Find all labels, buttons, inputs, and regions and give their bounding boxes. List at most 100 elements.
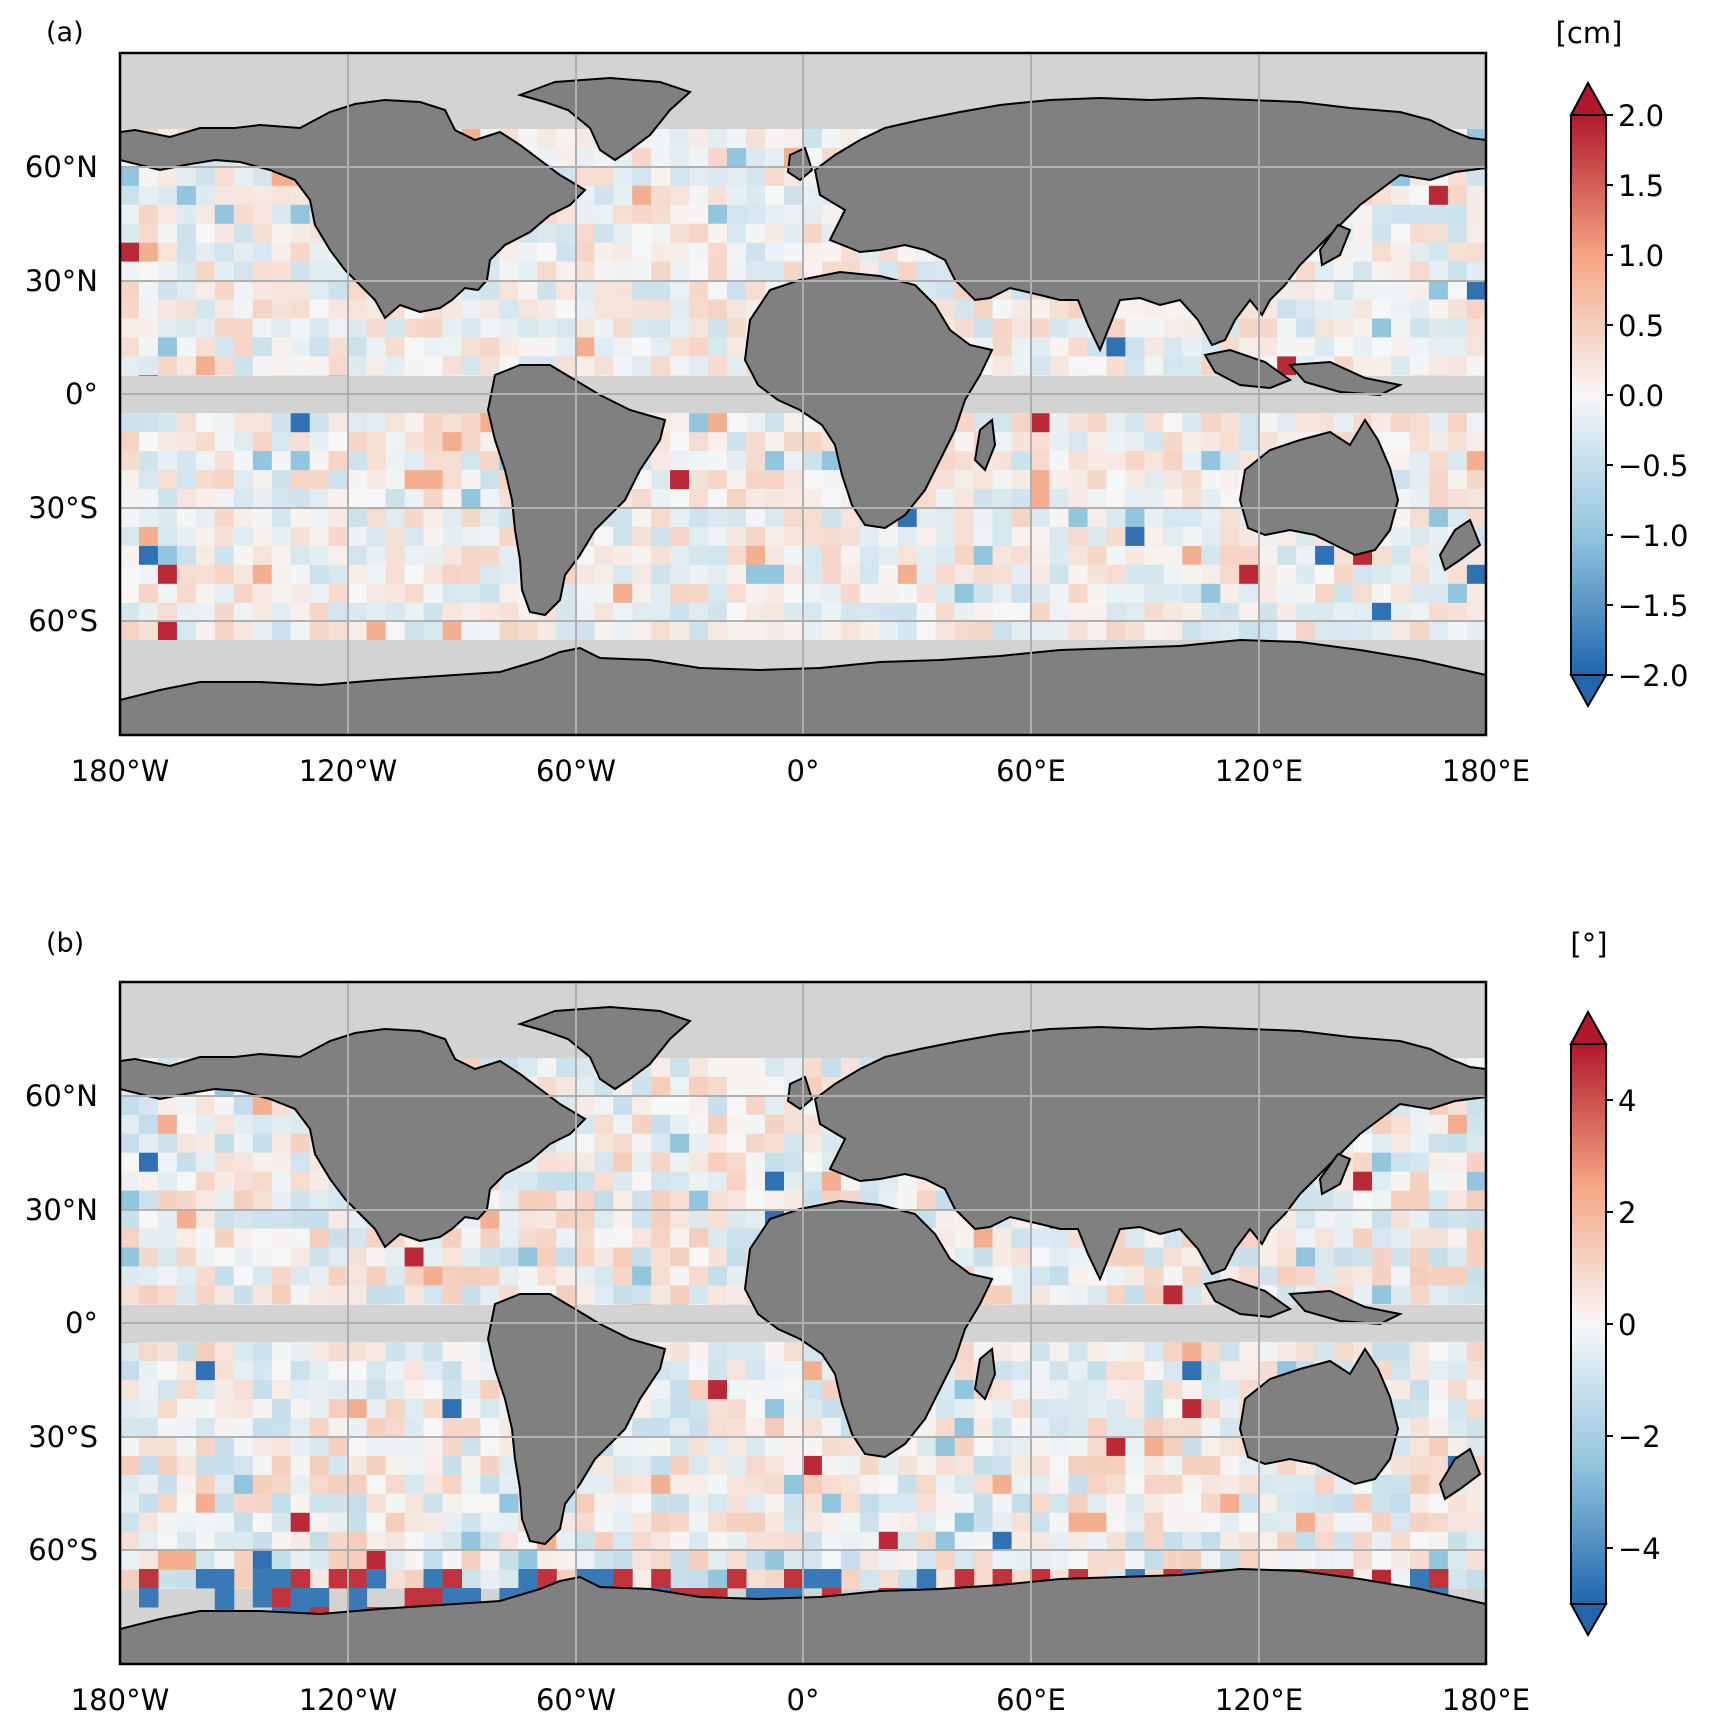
heatmap-cell (214, 489, 235, 509)
heatmap-cell (233, 261, 254, 281)
heatmap-cell (632, 564, 652, 585)
heatmap-cell (537, 261, 557, 281)
x-tick: 180°E (1442, 1683, 1530, 1717)
heatmap-cell (1011, 1493, 1032, 1514)
heatmap-cell (480, 1247, 500, 1267)
heatmap-cell (1447, 185, 1468, 206)
heatmap-cell (157, 1247, 178, 1267)
heatmap-cell (878, 1455, 899, 1476)
heatmap-cell (594, 1114, 614, 1135)
heatmap-cell (670, 1569, 690, 1590)
heatmap-cell (954, 470, 975, 490)
heatmap-cell (651, 564, 671, 585)
heatmap-cell (366, 413, 387, 433)
heatmap-cell (1277, 1342, 1297, 1362)
heatmap-cell (594, 166, 614, 187)
heatmap-cell (252, 621, 273, 642)
heatmap-cell (859, 526, 880, 547)
heatmap-cell (1201, 432, 1221, 452)
heatmap-cell (575, 1058, 595, 1078)
heatmap-cell (290, 1588, 311, 1608)
heatmap-cell (1201, 413, 1221, 433)
heatmap-cell (442, 1493, 462, 1514)
heatmap-cell (1049, 621, 1069, 642)
heatmap-cell (746, 1114, 766, 1135)
heatmap-cell (992, 337, 1013, 357)
heatmap-cell (1315, 299, 1335, 319)
heatmap-cell (1049, 1493, 1069, 1514)
heatmap-cell (1410, 1493, 1430, 1514)
heatmap-cell (1410, 1455, 1430, 1476)
heatmap-cell (727, 602, 747, 623)
heatmap-cell (1201, 1493, 1221, 1514)
heatmap-cell (442, 583, 462, 604)
heatmap-cell (708, 1361, 728, 1381)
heatmap-cell (1410, 583, 1430, 604)
heatmap-cell (821, 508, 842, 528)
heatmap-cell (670, 1114, 690, 1135)
heatmap-cell (1068, 451, 1088, 471)
heatmap-cell (973, 602, 994, 623)
heatmap-cell (214, 1418, 235, 1438)
heatmap-cell (1485, 1209, 1486, 1229)
heatmap-cell (442, 1531, 462, 1552)
heatmap-cell (309, 1266, 330, 1286)
heatmap-cell (195, 1247, 216, 1267)
heatmap-cell (1410, 356, 1430, 376)
heatmap-cell (1125, 470, 1145, 490)
heatmap-cell (575, 1209, 595, 1229)
heatmap-cell (935, 564, 956, 585)
heatmap-cell (632, 166, 652, 187)
heatmap-cell (1353, 621, 1373, 642)
heatmap-cell (954, 1418, 975, 1438)
heatmap-cell (385, 1493, 406, 1514)
heatmap-cell (746, 1531, 766, 1552)
heatmap-cell (480, 1474, 500, 1495)
heatmap-cell (157, 185, 178, 206)
heatmap-cell (1030, 489, 1051, 509)
heatmap-cell (859, 1512, 880, 1533)
heatmap-cell (1391, 1133, 1411, 1154)
heatmap-cell (765, 1152, 785, 1173)
heatmap-cell (821, 470, 842, 490)
heatmap-cell (233, 1247, 254, 1267)
heatmap-cell (651, 545, 671, 566)
heatmap-cell (1353, 1266, 1373, 1286)
heatmap-cell (385, 318, 406, 338)
heatmap-cell (632, 1152, 652, 1173)
heatmap-cell (935, 489, 956, 509)
heatmap-cell (499, 1474, 519, 1495)
heatmap-cell (442, 1550, 462, 1571)
heatmap-cell (1220, 1474, 1240, 1495)
heatmap-cell (1144, 1512, 1164, 1533)
heatmap-cell (366, 1342, 387, 1362)
heatmap-cell (461, 299, 481, 319)
heatmap-cell (1239, 1342, 1259, 1362)
heatmap-cell (461, 1399, 481, 1419)
heatmap-cell (1163, 413, 1183, 433)
heatmap-cell (423, 1588, 443, 1608)
heatmap-cell (328, 1285, 349, 1305)
heatmap-cell (1239, 1474, 1259, 1495)
heatmap-cell (271, 1228, 292, 1248)
heatmap-cell (1485, 1493, 1486, 1514)
heatmap-cell (1485, 1399, 1486, 1419)
heatmap-cell (157, 1171, 178, 1192)
heatmap-cell (271, 508, 292, 528)
heatmap-cell (765, 526, 785, 547)
heatmap-cell (157, 1361, 178, 1381)
heatmap-cell (765, 564, 785, 585)
heatmap-cell (366, 602, 387, 623)
heatmap-cell (404, 1550, 425, 1571)
heatmap-cell (765, 508, 785, 528)
heatmap-cell (1447, 508, 1468, 528)
heatmap-cell (1410, 1285, 1430, 1305)
heatmap-cell (859, 583, 880, 604)
heatmap-cell (954, 1437, 975, 1457)
heatmap-cell (1068, 508, 1088, 528)
heatmap-cell (157, 1437, 178, 1457)
heatmap-cell (1410, 299, 1430, 319)
heatmap-cell (935, 280, 956, 300)
heatmap-cell (290, 1550, 311, 1571)
heatmap-cell (1106, 1512, 1126, 1533)
